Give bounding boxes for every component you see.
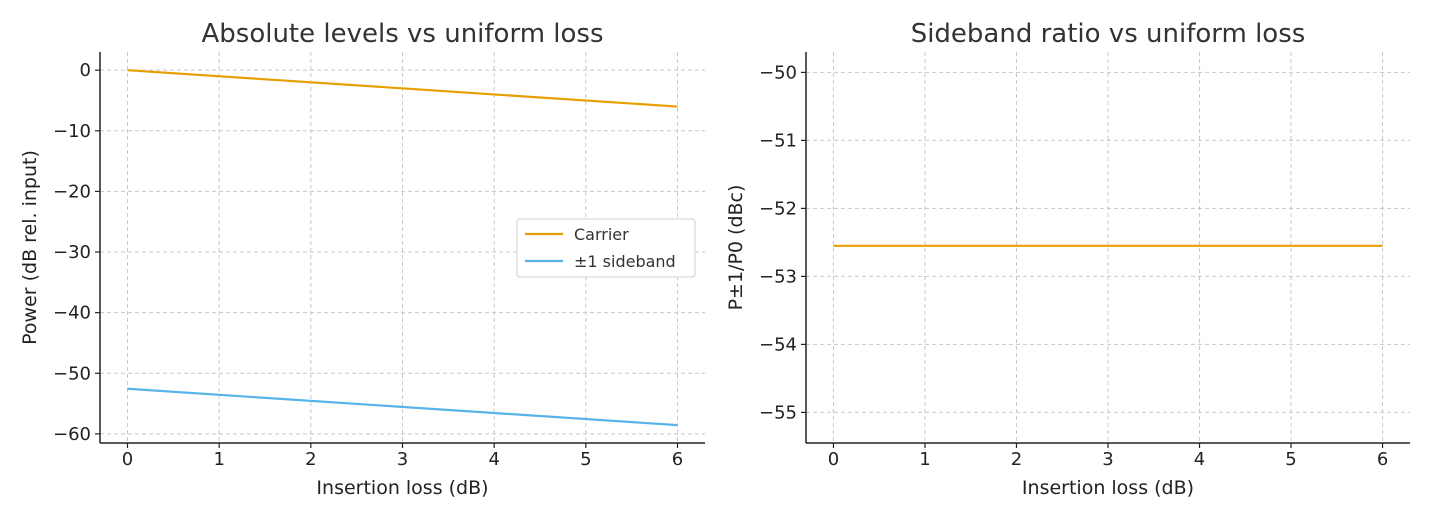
y-tick-label: −40: [53, 303, 91, 324]
y-tick-label: −10: [53, 121, 91, 142]
x-tick-label: 2: [305, 449, 316, 470]
x-tick-label: 3: [397, 449, 408, 470]
y-tick-label: −51: [759, 130, 797, 151]
y-tick-label: −50: [53, 363, 91, 384]
y-tick-label: 0: [80, 60, 91, 81]
y-tick-label: −20: [53, 181, 91, 202]
x-tick-label: 3: [1102, 449, 1113, 470]
legend: Carrier ±1 sideband: [516, 218, 696, 278]
chart-title: Sideband ratio vs uniform loss: [911, 19, 1306, 49]
chart-title: Absolute levels vs uniform loss: [201, 19, 603, 49]
y-tick-label: −54: [759, 334, 797, 355]
x-tick-label: 1: [213, 449, 224, 470]
x-tick-label: 0: [828, 449, 839, 470]
y-axis-label: Power (dB rel. input): [19, 150, 41, 345]
y-tick-label: −30: [53, 242, 91, 263]
x-tick-label: 5: [1285, 449, 1296, 470]
series-line-1: [127, 387, 678, 427]
x-tick-label: 6: [1377, 449, 1388, 470]
chart-absolute-levels: 0 1 2 3 4 5 6 0 −10 −20 −30 −40 −50 −60 Absolute level…: [19, 19, 705, 499]
x-axis-label: Insertion loss (dB): [1022, 477, 1194, 499]
x-tick-label: 2: [1011, 449, 1022, 470]
series-line-0: [127, 69, 678, 108]
x-tick-label: 4: [1194, 449, 1205, 470]
x-axis-label: Insertion loss (dB): [316, 477, 488, 499]
y-tick-label: −53: [759, 266, 797, 287]
x-tick-label: 6: [672, 449, 683, 470]
x-tick-label: 0: [122, 449, 133, 470]
chart-sideband-ratio: 0 1 2 3 4 5 6 −50 −51 −52 −53 −54 −55 Sideband ratio …: [725, 19, 1410, 499]
x-tick-label: 1: [919, 449, 930, 470]
legend-label: Carrier: [574, 225, 629, 244]
y-tick-label: −50: [759, 62, 797, 83]
x-tick-label: 5: [580, 449, 591, 470]
y-axis-label: P±1/P0 (dBc): [725, 185, 747, 311]
y-tick-label: −55: [759, 402, 797, 423]
y-tick-label: −60: [53, 424, 91, 445]
x-tick-label: 4: [488, 449, 499, 470]
y-tick-label: −52: [759, 198, 797, 219]
legend-label: ±1 sideband: [574, 252, 676, 271]
